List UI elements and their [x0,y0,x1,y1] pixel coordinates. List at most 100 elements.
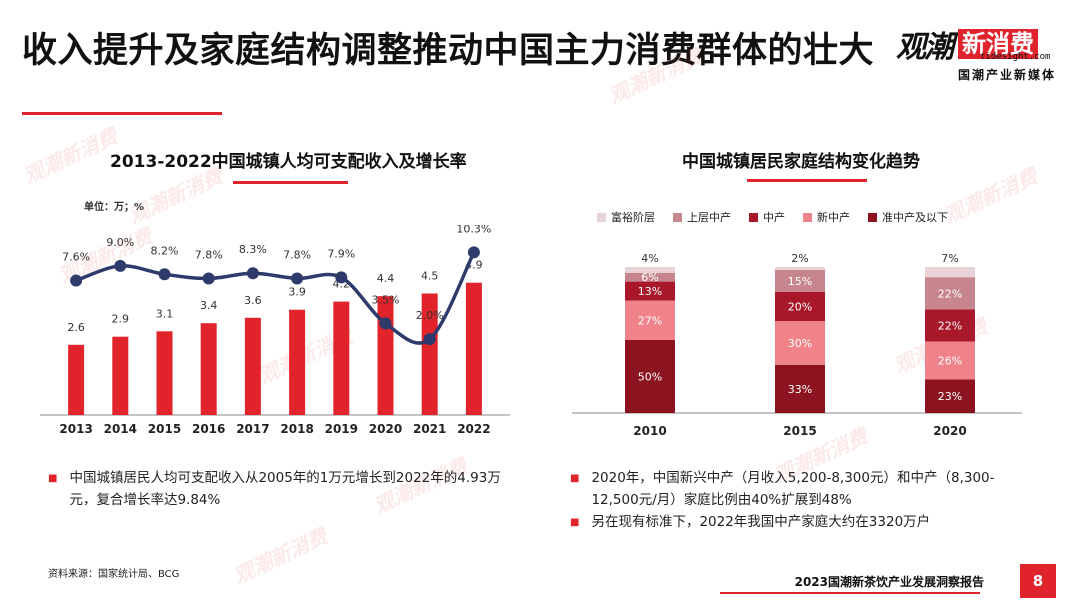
logo-name: 观潮 [896,30,954,65]
right-chart-title: 中国城镇居民家庭结构变化趋势 [682,152,920,172]
stacked-segment [625,272,675,282]
bar-value-label: 3.1 [156,307,174,320]
x-tick-label: 2020 [369,422,402,436]
x-tick-label: 2018 [280,422,313,436]
growth-rate-label: 7.6% [62,251,90,264]
family-structure-legend: 富裕阶层 上层中产 中产 新中产 准中产及以下 [597,209,948,225]
segment-value-label: 33% [788,383,812,396]
left-notes: ■ 中国城镇居民人均可支配收入从2005年的1万元增长到2022年的4.93万元… [48,467,508,511]
right-notes: ■ 2020年，中国新兴中产（月收入5,200-8,300元）和中产（8,300… [570,467,1000,534]
stacked-segment [925,267,975,278]
growth-rate-label: 8.3% [239,243,267,256]
income-bar [244,317,261,415]
legend-swatch [673,212,682,222]
note-item: ■ 中国城镇居民人均可支配收入从2005年的1万元增长到2022年的4.93万元… [48,467,508,511]
growth-rate-label: 10.3% [456,225,491,235]
x-tick-label: 2015 [783,424,816,438]
legend-label: 新中产 [817,211,850,224]
segment-value-label: 22% [938,287,962,300]
x-tick-label: 2022 [457,422,490,436]
growth-rate-label: 7.8% [195,248,223,261]
x-tick-label: 2015 [148,422,181,436]
growth-rate-label: 9.0% [106,236,134,249]
growth-rate-point [467,246,480,259]
growth-rate-label: 8.2% [151,244,179,257]
x-tick-label: 2019 [325,422,358,436]
legend-label: 中产 [763,211,785,224]
x-tick-label: 2013 [59,422,92,436]
income-bar [156,331,173,415]
legend-swatch [868,212,877,222]
growth-rate-line [75,251,476,345]
growth-rate-label: 2.0% [416,309,444,322]
footer-report-title: 2023国潮新茶饮产业发展洞察报告 [794,575,984,589]
growth-rate-point [246,267,259,280]
x-tick-label: 2017 [236,422,269,436]
segment-value-label: 13% [638,285,662,298]
legend-item: 中产 [749,209,785,225]
segment-value-label: 26% [938,354,962,367]
income-bar [333,301,350,415]
income-bar [289,309,306,415]
bar-value-label: 4.5 [421,270,439,283]
bullet-icon: ■ [48,473,58,484]
growth-rate-label: 3.5% [372,293,400,306]
logo-url: tidesight.com [980,52,1051,62]
segment-value-label: 30% [788,337,812,350]
legend-item: 准中产及以下 [868,209,948,225]
segment-value-label: 2% [791,252,808,265]
watermark: 观潮新消费 [940,163,1042,228]
note-text: 另在现有标准下，2022年我国中产家庭大约在3320万户 [591,514,931,530]
stacked-segment [925,379,975,413]
bullet-icon: ■ [570,517,580,528]
growth-rate-point [379,317,392,330]
bar-value-label: 3.4 [200,299,218,312]
income-bar [200,323,217,415]
growth-rate-point [202,272,215,285]
income-bar [68,344,85,415]
legend-swatch [749,212,758,222]
note-item: ■ 另在现有标准下，2022年我国中产家庭大约在3320万户 [570,511,1000,534]
segment-value-label: 15% [788,275,812,288]
stacked-segment [925,277,975,310]
stacked-segment [625,300,675,340]
segment-value-label: 27% [638,314,662,327]
legend-item: 新中产 [803,209,850,225]
growth-rate-point [114,259,127,272]
stacked-segment [775,267,825,270]
x-tick-label: 2021 [413,422,446,436]
footer-line [720,592,980,594]
x-tick-label: 2020 [933,424,966,438]
right-chart-title-underline [747,179,867,182]
growth-rate-label: 7.9% [327,247,355,260]
note-text: 2020年，中国新兴中产（月收入5,200-8,300元）和中产（8,300-1… [591,470,995,508]
growth-rate-point [158,268,171,281]
bar-value-label: 3.6 [244,294,262,307]
income-bar [421,293,438,415]
x-tick-label: 2016 [192,422,225,436]
bar-value-label: 4.4 [377,272,395,285]
left-chart-title-underline [233,181,348,184]
segment-value-label: 22% [938,319,962,332]
logo-tagline: 国潮产业新媒体 [957,68,1056,82]
growth-rate-point [335,271,348,284]
stacked-segment [925,309,975,342]
stacked-segment [775,321,825,365]
segment-value-label: 6% [641,271,658,284]
income-bar [465,282,482,415]
logo-box: 新消费 [958,29,1038,59]
stacked-segment [625,281,675,301]
segment-value-label: 7% [941,252,958,265]
stacked-segment [775,291,825,322]
bar-value-label: 2.9 [112,313,130,326]
legend-swatch [803,212,812,222]
legend-item: 富裕阶层 [597,209,655,225]
segment-value-label: 50% [638,371,662,384]
watermark: 观潮新消费 [230,523,332,588]
income-chart: 2.6 2013 2.9 2014 3.1 2015 3.4 2016 3.6 2017 3.9 20… [40,225,510,436]
legend-label: 准中产及以下 [882,211,948,224]
stacked-segment [625,340,675,413]
note-text: 中国城镇居民人均可支配收入从2005年的1万元增长到2022年的4.93万元，复… [69,470,501,508]
growth-rate-point [70,274,83,287]
left-chart-unit: 单位：万；% [84,202,145,213]
